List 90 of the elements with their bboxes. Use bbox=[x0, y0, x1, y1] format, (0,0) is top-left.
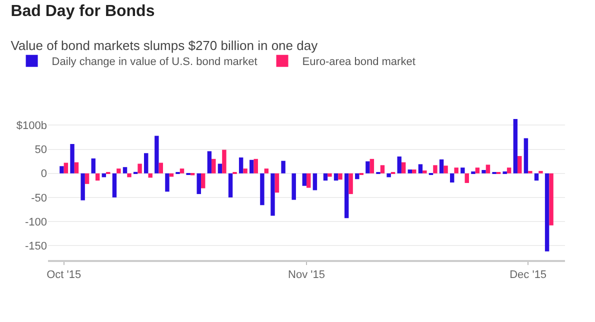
bar bbox=[502, 171, 507, 174]
bar bbox=[334, 173, 338, 181]
bar bbox=[212, 158, 216, 174]
bar bbox=[475, 168, 480, 174]
bar bbox=[454, 168, 458, 174]
bar bbox=[528, 170, 532, 174]
bar bbox=[95, 173, 100, 181]
bar bbox=[138, 164, 142, 174]
bar bbox=[482, 170, 486, 174]
bar bbox=[348, 173, 353, 194]
bar bbox=[370, 158, 374, 174]
bar bbox=[228, 173, 233, 198]
bar bbox=[270, 173, 275, 216]
y-tick-label: $100b bbox=[16, 120, 47, 132]
bar bbox=[418, 164, 423, 174]
bar bbox=[538, 170, 543, 174]
bar bbox=[506, 168, 512, 174]
bar bbox=[471, 171, 476, 174]
bar bbox=[165, 173, 170, 192]
bar bbox=[380, 165, 385, 174]
bar bbox=[534, 173, 539, 181]
bar bbox=[386, 173, 391, 178]
bar bbox=[274, 173, 280, 193]
bar bbox=[355, 173, 360, 180]
bar bbox=[344, 173, 349, 218]
bar bbox=[196, 173, 201, 194]
bar bbox=[80, 173, 85, 200]
bar bbox=[323, 173, 328, 181]
bar bbox=[70, 144, 74, 174]
bar bbox=[200, 173, 206, 188]
bar bbox=[116, 168, 121, 174]
bar bbox=[397, 156, 402, 174]
bar bbox=[422, 170, 427, 174]
bar bbox=[250, 160, 254, 174]
bar bbox=[366, 161, 370, 174]
bar bbox=[207, 151, 212, 174]
bar bbox=[91, 158, 96, 174]
bar bbox=[408, 170, 412, 174]
bar bbox=[144, 153, 148, 174]
legend-label: Daily change in value of U.S. bond market bbox=[52, 56, 258, 68]
bar bbox=[60, 166, 64, 174]
bar bbox=[460, 168, 465, 174]
legend-label: Euro-area bond market bbox=[302, 56, 416, 68]
bar bbox=[486, 164, 490, 174]
bar bbox=[292, 173, 296, 200]
bar bbox=[513, 118, 518, 174]
bar bbox=[306, 173, 311, 188]
bar bbox=[127, 173, 132, 178]
y-tick-label: -50 bbox=[31, 192, 47, 204]
bar bbox=[328, 173, 332, 177]
bar bbox=[222, 150, 226, 174]
bar bbox=[439, 159, 444, 174]
bar bbox=[338, 173, 342, 180]
bar bbox=[112, 173, 117, 198]
bar bbox=[518, 156, 522, 174]
bar bbox=[74, 162, 79, 174]
bar bbox=[254, 158, 258, 174]
bar bbox=[444, 166, 448, 174]
bar bbox=[450, 173, 454, 182]
bar bbox=[148, 173, 152, 178]
bar bbox=[218, 164, 222, 174]
x-tick-label: Oct '15 bbox=[46, 269, 82, 282]
bar bbox=[264, 168, 269, 174]
bar bbox=[544, 173, 550, 252]
bar bbox=[412, 170, 416, 174]
bar bbox=[312, 173, 318, 190]
bar bbox=[84, 173, 90, 184]
bar bbox=[401, 162, 406, 174]
y-tick-label: -100 bbox=[24, 216, 47, 228]
bar bbox=[122, 167, 128, 174]
bar bbox=[243, 168, 248, 174]
bar bbox=[549, 173, 554, 226]
chart-subtitle: Value of bond markets slumps $270 billion in one day bbox=[10, 38, 318, 53]
x-tick-label: Dec '15 bbox=[510, 269, 547, 282]
bar bbox=[302, 173, 306, 186]
bar bbox=[180, 168, 184, 174]
y-tick-label: 50 bbox=[34, 144, 47, 156]
bar bbox=[464, 173, 469, 183]
bar bbox=[158, 162, 164, 174]
y-tick-label: 0 bbox=[40, 168, 47, 180]
bar bbox=[154, 136, 159, 174]
chart-title: Bad Day for Bonds bbox=[10, 3, 155, 20]
bar bbox=[281, 160, 286, 174]
y-tick-label: -150 bbox=[24, 240, 47, 252]
bar bbox=[238, 157, 244, 174]
bar bbox=[260, 173, 264, 206]
bar bbox=[433, 165, 438, 174]
bar bbox=[524, 138, 528, 174]
bar bbox=[64, 162, 68, 174]
x-tick-label: Nov '15 bbox=[288, 269, 325, 282]
